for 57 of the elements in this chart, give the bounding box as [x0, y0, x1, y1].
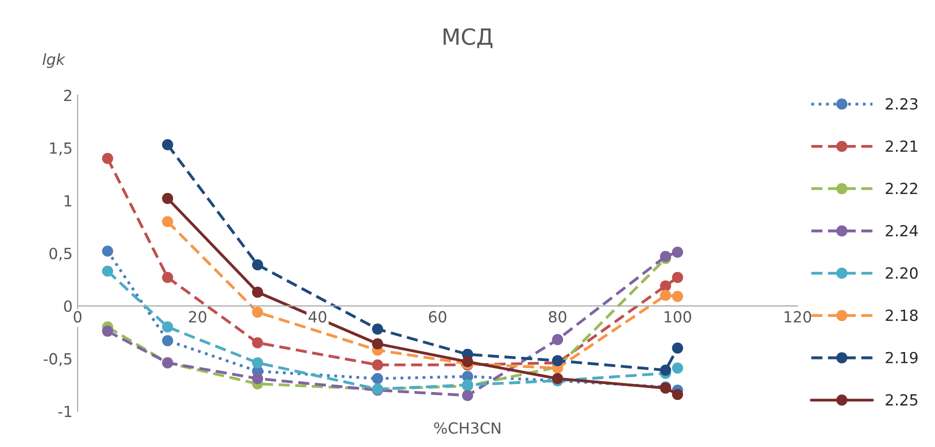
point [162, 192, 174, 204]
point [162, 335, 174, 346]
legend-label: 2.22 [886, 182, 918, 194]
point [372, 324, 384, 335]
point [102, 326, 114, 337]
y-tick-label: -0,5 [44, 353, 72, 366]
point [462, 390, 474, 401]
point [672, 290, 684, 302]
legend-label: 2.25 [886, 394, 918, 406]
point [252, 357, 264, 368]
point [102, 152, 114, 164]
y-tick-label: 2 [64, 90, 72, 102]
point [672, 272, 684, 284]
legend-label: 2.18 [886, 310, 918, 322]
y-tick-label: 0 [64, 300, 72, 312]
y-tick-label: 1 [64, 195, 72, 206]
point [162, 139, 174, 150]
point [672, 362, 684, 374]
point [672, 246, 684, 258]
point [102, 246, 114, 257]
y-tick-label: 1,5 [50, 142, 72, 156]
legend-label: 2.24 [886, 224, 918, 236]
point [162, 321, 174, 333]
point [372, 373, 384, 384]
point [660, 364, 672, 376]
x-axis-title: %CH3CN [434, 422, 500, 434]
point [552, 334, 564, 346]
y-axis-title: lgk [42, 53, 66, 68]
point [162, 216, 174, 228]
x-tick-label: 80 [548, 311, 566, 323]
point [252, 259, 264, 270]
x-tick-label: 40 [308, 311, 326, 323]
point [252, 306, 264, 318]
point [252, 337, 264, 348]
x-tick-label: 100 [664, 311, 692, 323]
x-tick-label: 60 [428, 311, 446, 323]
x-tick-label: 20 [188, 311, 206, 323]
x-tick-label: 120 [784, 311, 812, 323]
point [102, 266, 114, 277]
y-tick-label: -1 [58, 406, 72, 418]
point [672, 342, 684, 354]
point [252, 286, 264, 298]
x-tick-label: 0 [74, 311, 82, 323]
legend-label: 2.21 [886, 140, 918, 152]
point [660, 280, 672, 292]
point [660, 250, 672, 262]
legend-label: 2.23 [886, 98, 918, 110]
point [372, 359, 384, 370]
point [252, 373, 264, 384]
point [162, 272, 174, 284]
y-tick-label: 0,5 [49, 248, 72, 261]
point [660, 290, 672, 301]
legend-label: 2.20 [886, 267, 918, 279]
point [672, 388, 684, 400]
legend-label: 2.19 [886, 352, 918, 364]
chart-title: МСД [444, 28, 492, 48]
point [372, 338, 384, 350]
